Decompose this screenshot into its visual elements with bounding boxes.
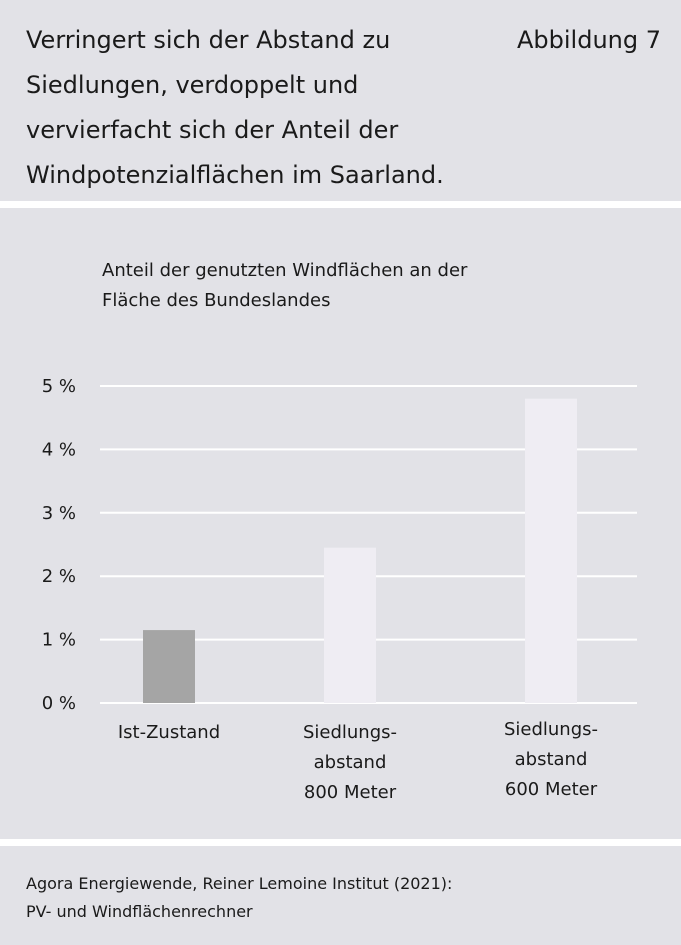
y-tick-label: 4 % [42, 439, 76, 460]
x-category-label: Siedlungs- abstand 800 Meter [250, 718, 450, 808]
x-category-label-line: abstand [514, 749, 588, 770]
x-category-label: Ist-Zustand [69, 718, 269, 748]
title-line: Verringert sich der Abstand zu [26, 26, 391, 54]
x-category-label-line: Siedlungs- [503, 719, 599, 740]
y-tick-label: 0 % [42, 693, 76, 714]
y-axis-label-line: Fläche des Bundeslandes [102, 290, 331, 311]
source-note: Agora Energiewende, Reiner Lemoine Insti… [26, 870, 452, 926]
y-tick-label: 1 % [42, 630, 76, 651]
title-line: vervierfacht sich der Anteil der [26, 116, 399, 144]
figure-label: Abbildung 7 [516, 26, 661, 54]
source-panel: Agora Energiewende, Reiner Lemoine Insti… [0, 846, 681, 945]
title-line: Siedlungen, verdoppelt und [26, 71, 359, 99]
chart-panel: Anteil der genutzten Windflächen an der … [0, 208, 681, 839]
y-axis-label: Anteil der genutzten Windflächen an der … [102, 256, 562, 316]
y-tick-label: 3 % [42, 503, 76, 524]
y-axis-label-line: Anteil der genutzten Windflächen an der [102, 260, 468, 281]
bar [525, 398, 577, 703]
x-category-label: Siedlungs- abstand 600 Meter [451, 715, 651, 805]
x-category-label-line: Siedlungs- [302, 722, 398, 743]
bar-chart: 0 % 1 % 2 % 3 % 4 % 5 % [42, 376, 637, 714]
header-panel: Verringert sich der Abstand zu Siedlunge… [0, 0, 681, 201]
bar [143, 630, 195, 703]
source-line: Agora Energiewende, Reiner Lemoine Insti… [26, 874, 453, 893]
title-line: Windpotenzialflächen im Saarland. [26, 161, 444, 189]
x-category-label-line: 800 Meter [303, 782, 397, 803]
x-category-label-line: 600 Meter [504, 779, 598, 800]
y-tick-label: 2 % [42, 566, 76, 587]
bar [324, 547, 376, 703]
x-category-label-line: Ist-Zustand [117, 722, 221, 743]
y-tick-label: 5 % [42, 376, 76, 397]
chart-title: Verringert sich der Abstand zu Siedlunge… [26, 18, 466, 198]
x-category-label-line: abstand [313, 752, 387, 773]
source-line: PV- und Windflächenrechner [26, 902, 253, 921]
